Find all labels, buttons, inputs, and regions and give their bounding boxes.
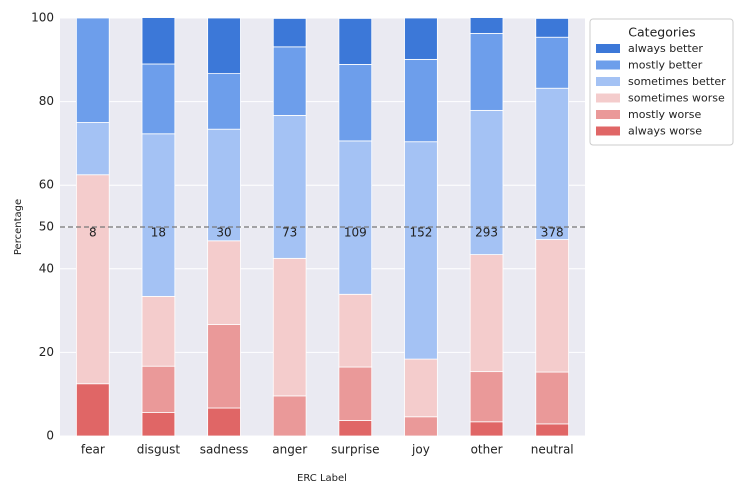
bar-segment [207, 128, 241, 242]
legend-label: always worse [628, 125, 702, 138]
x-tick-label: anger [272, 443, 307, 457]
y-tick-label: 20 [39, 345, 54, 359]
y-axis-label: Percentage [13, 199, 24, 255]
count-label: 18 [151, 226, 166, 240]
x-tick-label: neutral [531, 443, 574, 457]
bar-segment [469, 254, 504, 373]
x-tick-label: sadness [200, 443, 249, 457]
bar-segment [141, 365, 176, 413]
bar-segment [535, 239, 569, 373]
bar-segment [207, 73, 241, 130]
bar-segment [338, 18, 373, 65]
legend-label: always better [628, 42, 703, 55]
y-tick-label: 0 [46, 429, 54, 443]
bar-segment [404, 17, 438, 60]
bar-segment [207, 323, 241, 409]
bar-segment [338, 63, 373, 142]
count-label: 152 [409, 226, 432, 240]
bar-segment [272, 46, 307, 116]
legend-swatch [596, 126, 620, 136]
y-tick-label: 50 [39, 220, 54, 234]
bar-segment [207, 407, 241, 437]
bar-segment [535, 18, 569, 38]
legend-label: mostly worse [628, 108, 702, 121]
x-tick-label: disgust [137, 443, 181, 457]
count-label: 73 [282, 226, 297, 240]
y-tick-label: 100 [31, 11, 54, 25]
bars [76, 17, 569, 437]
bar-segment [141, 17, 176, 65]
legend-title: Categories [628, 25, 695, 40]
bar-segment [469, 371, 504, 423]
bar-segment [141, 133, 176, 297]
bar-segment [272, 114, 307, 259]
bar-segment [141, 295, 176, 367]
bar-segment [404, 416, 438, 437]
count-label: 378 [541, 226, 564, 240]
bar-segment [404, 358, 438, 418]
y-tick-label: 60 [39, 178, 54, 192]
bar-segment [76, 174, 110, 385]
bar-segment [272, 395, 307, 437]
bar-segment [404, 141, 438, 360]
legend-swatch [596, 93, 620, 103]
legend-swatch [596, 44, 620, 53]
bar-segment [469, 33, 504, 111]
bar-segment [469, 17, 504, 34]
x-tick-label: other [471, 443, 503, 457]
legend-label: mostly better [628, 59, 703, 72]
legend-swatch [596, 110, 620, 119]
count-label: 30 [216, 226, 231, 240]
bar-segment [535, 87, 569, 240]
x-tick-label: joy [411, 443, 430, 457]
legend-box [589, 18, 734, 146]
bar-segment [404, 58, 438, 143]
bar-segment [535, 371, 569, 425]
legend-label: sometimes worse [628, 92, 725, 105]
bar-segment [535, 36, 569, 89]
legend-label: sometimes better [628, 75, 726, 88]
y-tick-label: 40 [39, 261, 54, 275]
bar-segment [535, 423, 569, 437]
bar-segment [76, 383, 110, 437]
bar-segment [338, 140, 373, 295]
count-label: 293 [475, 226, 498, 240]
count-label: 109 [344, 226, 367, 240]
bar-segment [338, 293, 373, 368]
legend-swatch [596, 60, 620, 70]
bar-segment [141, 63, 176, 135]
y-tick-label: 80 [39, 94, 54, 108]
bar-segment [76, 17, 110, 123]
x-tick-label: fear [81, 443, 105, 457]
bar-segment [272, 18, 307, 48]
legend-swatch [596, 77, 620, 86]
x-axis-label: ERC Label [297, 473, 347, 484]
count-label: 8 [89, 226, 97, 240]
bar-segment [207, 17, 241, 74]
bar-segment [141, 412, 176, 437]
bar-segment [76, 122, 110, 176]
bar-segment [469, 421, 504, 437]
bar-segment [272, 257, 307, 397]
bar-segment [338, 420, 373, 437]
bar-segment [338, 366, 373, 421]
bar-segment [207, 240, 241, 325]
bar-segment [469, 109, 504, 255]
x-tick-label: surprise [331, 443, 379, 457]
